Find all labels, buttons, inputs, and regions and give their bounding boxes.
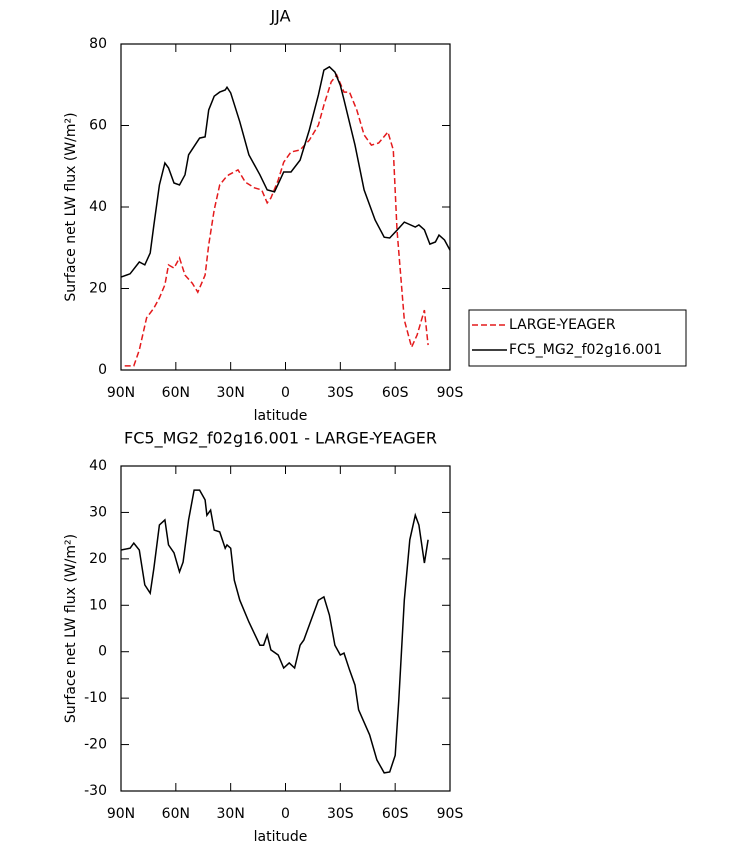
legend-box [468,309,687,367]
y-tick-label: 30 [89,504,107,520]
chart-title: FC5_MG2_f02g16.001 - LARGE-YEAGER [124,429,437,449]
x-tick-label: 60S [382,806,409,822]
data-line [120,65,451,278]
x-tick-label: 60N [162,806,190,822]
plot-frame [120,43,451,371]
legend-label: FC5_MG2_f02g16.001 [509,342,662,358]
y-tick-label: -20 [84,737,107,753]
x-tick-label: 90N [107,385,135,401]
x-tick-label: 30N [217,385,245,401]
y-tick-label: 80 [89,36,107,52]
x-tick-label: 30S [327,806,354,822]
y-tick-label: 60 [89,118,107,134]
x-axis-label: latitude [254,829,308,845]
y-tick-label: 0 [98,644,107,660]
data-line [124,73,429,367]
y-tick-label: 40 [89,458,107,474]
chart-title: JJA [269,7,290,26]
x-tick-label: 0 [281,806,290,822]
y-tick-label: 0 [98,362,107,378]
x-tick-label: 60N [162,385,190,401]
y-tick-label: -30 [84,783,107,799]
y-tick-label: 10 [89,597,107,613]
y-axis-label: Surface net LW flux (W/m²) [63,112,79,301]
x-tick-label: 90S [437,806,464,822]
x-tick-label: 90S [437,385,464,401]
plot-frame [120,465,451,792]
x-tick-label: 0 [281,385,290,401]
y-tick-label: 20 [89,551,107,567]
x-axis-label: latitude [254,408,308,424]
x-tick-label: 90N [107,806,135,822]
x-tick-label: 30S [327,385,354,401]
x-tick-label: 60S [382,385,409,401]
y-tick-label: 40 [89,199,107,215]
legend-label: LARGE-YEAGER [509,317,616,333]
y-tick-label: 20 [89,281,107,297]
x-tick-label: 30N [217,806,245,822]
y-tick-label: -10 [84,690,107,706]
data-line [120,489,429,774]
y-axis-label: Surface net LW flux (W/m²) [63,534,79,723]
